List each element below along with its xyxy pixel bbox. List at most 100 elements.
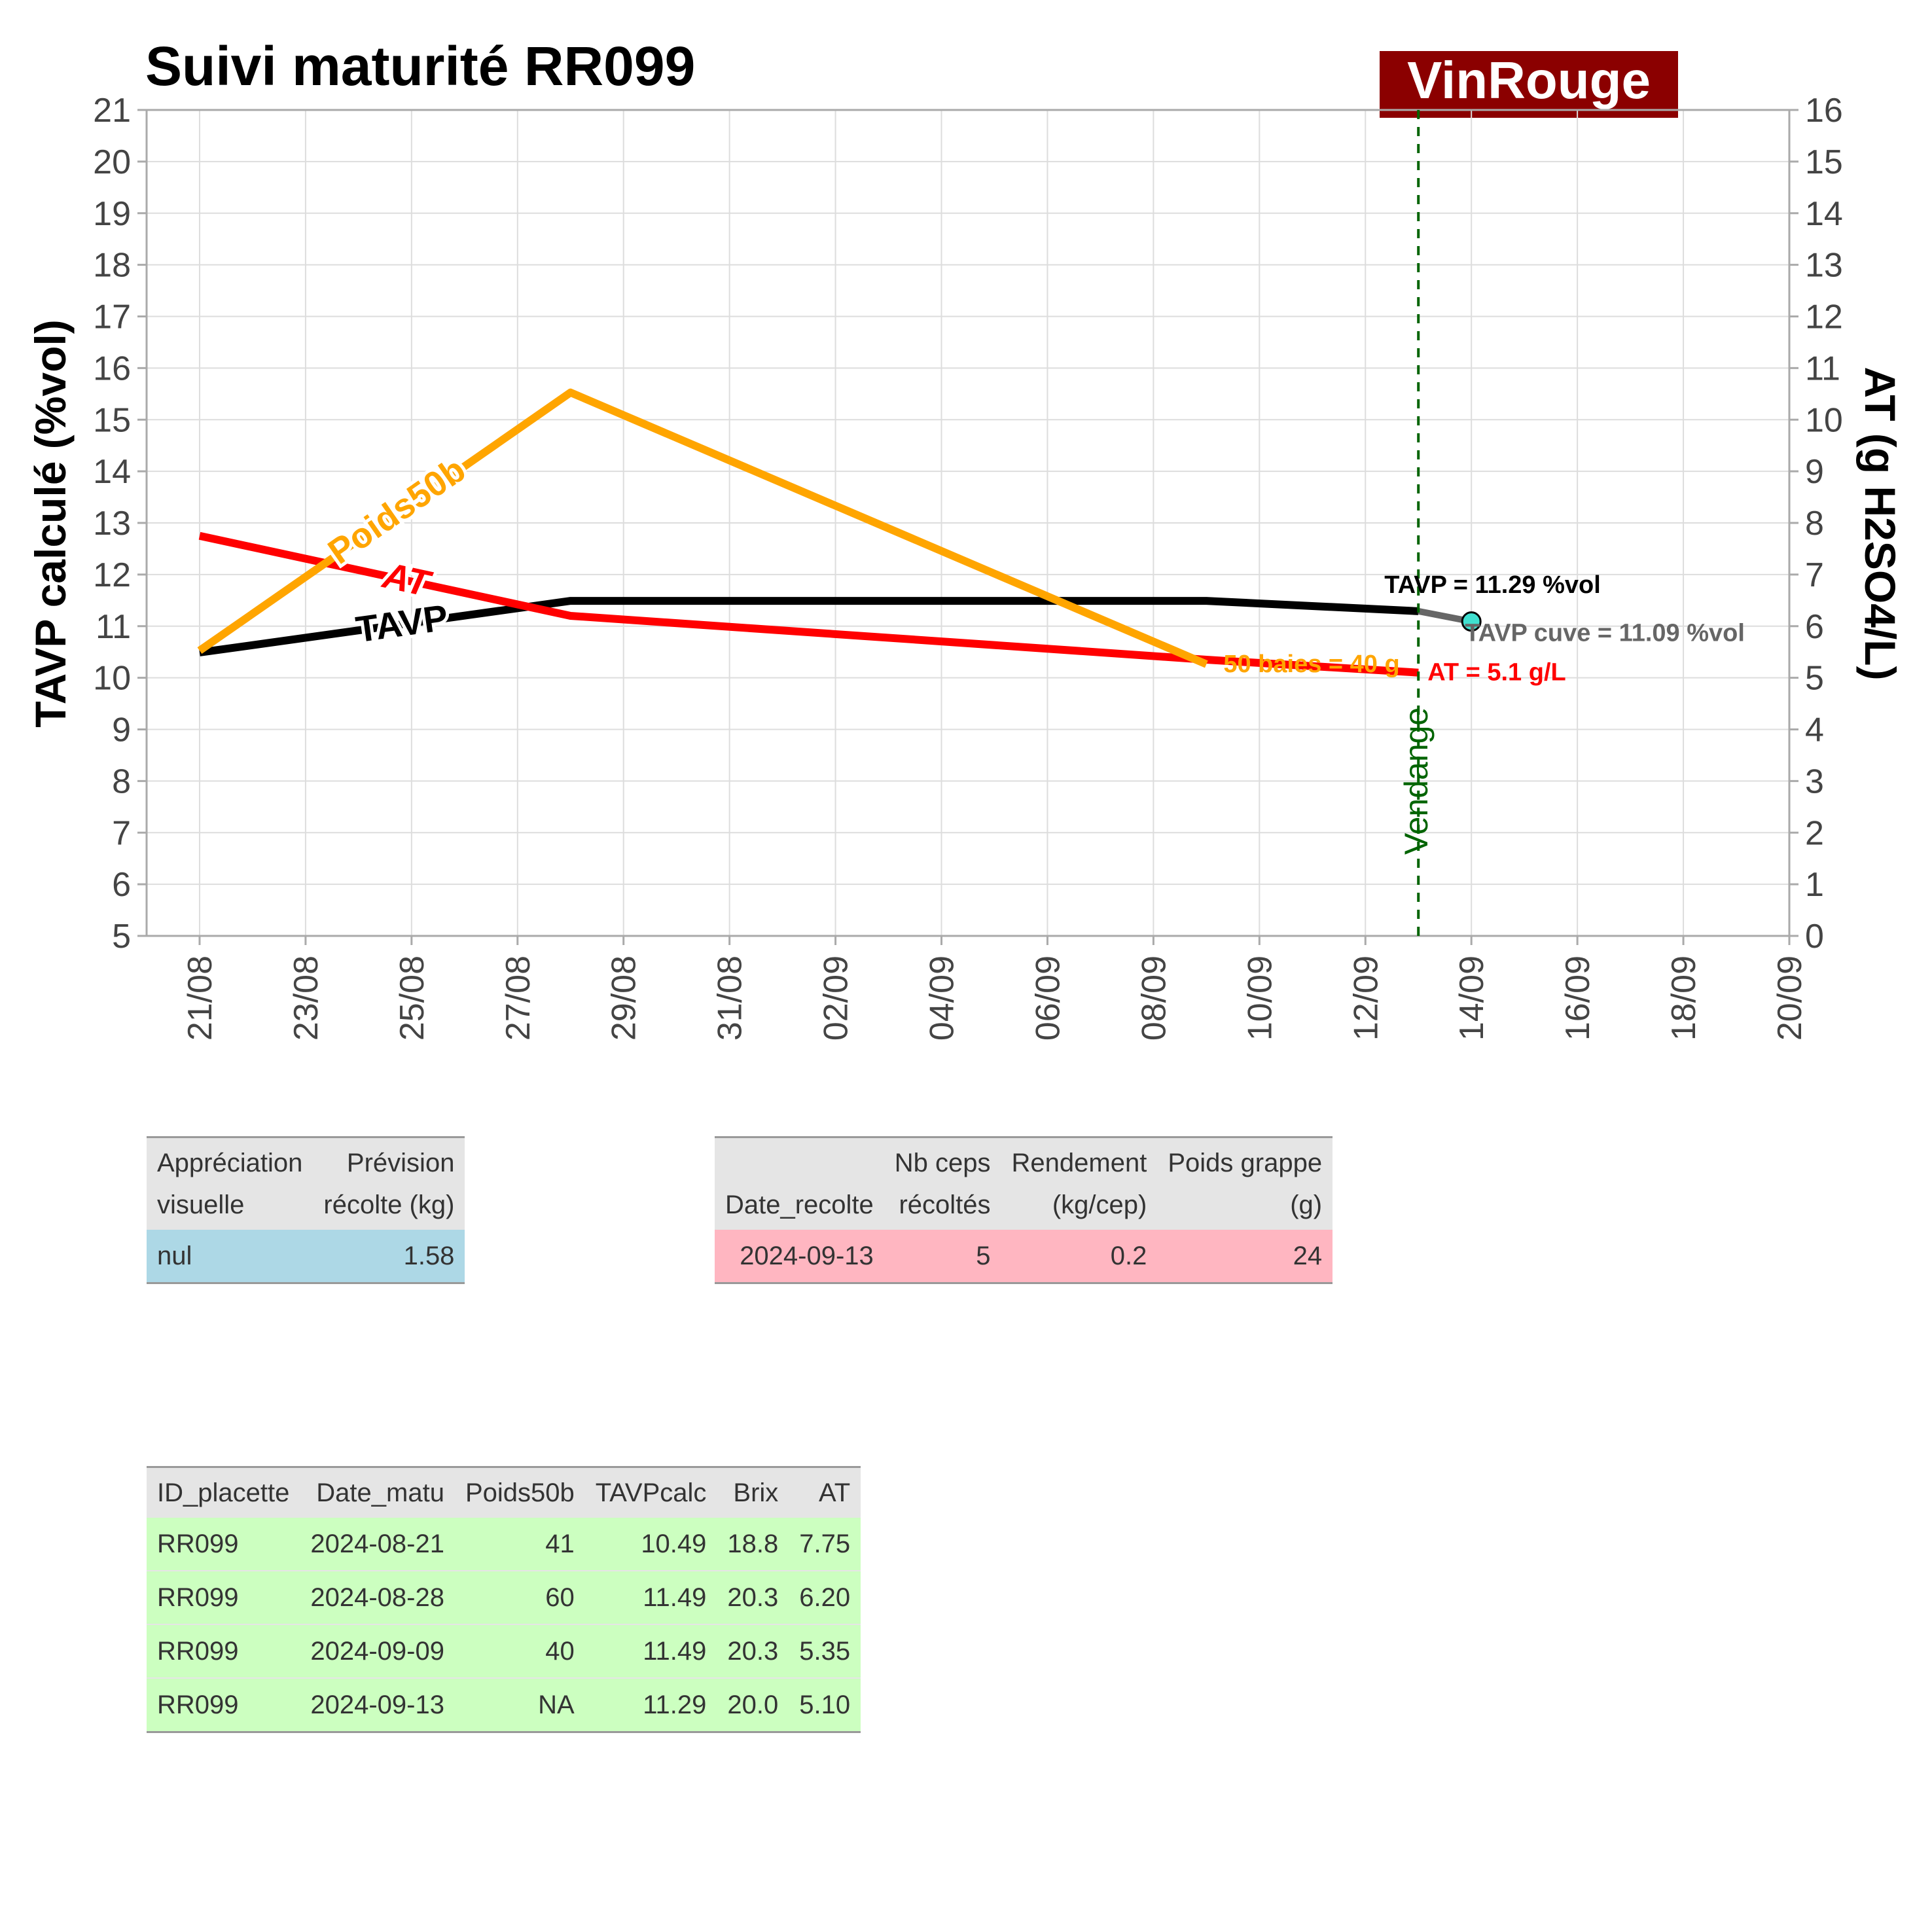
left-tick-label: 5 (112, 918, 131, 956)
cell-brix: 20.3 (727, 1636, 779, 1666)
ylabel-right: AT (g H2SO4/L) (1856, 367, 1905, 680)
series-label-at: AT (378, 554, 437, 605)
left-tick-label: 20 (93, 143, 131, 181)
header-poids50b: Poids50b (454, 1467, 585, 1518)
right-tick-label: 10 (1805, 401, 1843, 439)
left-tick-label: 14 (93, 453, 131, 491)
chart-title: Suivi maturité RR099 (145, 35, 695, 97)
header-rendement: Rendement (kg/cep) (1001, 1137, 1158, 1230)
right-tick-label: 11 (1805, 349, 1840, 387)
series-label-poids50b: Poids50b (321, 450, 473, 571)
series-label-tavp: TAVP (353, 596, 450, 650)
chart-grid (147, 109, 1790, 937)
chart-series (197, 388, 1482, 677)
cell-appreciation: nul (147, 1230, 313, 1284)
tavp-cuve-point (1461, 611, 1482, 632)
left-tick-label: 19 (93, 195, 131, 233)
left-tick-label: 11 (96, 608, 131, 646)
vendange-label: Vendange (1398, 707, 1435, 855)
right-tick-label: 2 (1805, 814, 1824, 852)
header-line: Prévision (346, 1149, 455, 1177)
x-tick-label: 04/09 (923, 956, 961, 1041)
recolte-table: Date_recolte Nb ceps récoltés Rendement … (715, 1136, 1333, 1284)
header-date-matu: Date_matu (300, 1467, 455, 1518)
left-tick-label: 7 (112, 814, 131, 852)
x-tick-label: 10/09 (1241, 956, 1279, 1041)
maturity-header-row: ID_placette Date_matu Poids50b TAVPcalc … (147, 1467, 861, 1518)
x-tick-label: 16/09 (1559, 956, 1597, 1041)
left-tick-label: 8 (112, 762, 131, 800)
x-tick-label: 06/09 (1029, 956, 1067, 1041)
x-tick-label: 14/09 (1453, 956, 1491, 1041)
x-tick-label: 29/08 (605, 956, 643, 1041)
cell-rendement: 0.2 (1001, 1230, 1158, 1284)
cell-poids-grappe: 24 (1157, 1230, 1333, 1284)
header-line: récoltés (899, 1190, 991, 1219)
left-tick-label: 12 (93, 556, 131, 594)
annotation-tavp: TAVP = 11.29 %vol (1384, 571, 1601, 599)
table-row: 2024-09-13 5 0.2 24 (715, 1230, 1333, 1284)
right-tick-label: 7 (1805, 556, 1824, 594)
series-line-poids50b (197, 388, 1208, 668)
right-tick-label: 15 (1805, 143, 1843, 181)
x-tick-label: 23/08 (287, 956, 325, 1041)
left-tick-label: 9 (112, 711, 131, 749)
left-axis: 5 6 7 8 9 10 11 12 13 14 15 16 17 18 19 20 21 (93, 92, 147, 956)
table-row: RR099 2024-09-09 40 11.49 20.3 5.35 (147, 1624, 861, 1678)
table-row: nul 1.58 (147, 1230, 465, 1284)
series-line-tavp (199, 597, 1419, 656)
header-line: (g) (1290, 1190, 1323, 1219)
header-line: visuelle (157, 1190, 245, 1219)
cell-poids50b: 60 (545, 1583, 575, 1612)
ylabel-left: TAVP calculé (%vol) (26, 319, 75, 728)
cell-poids50b: 40 (545, 1636, 575, 1666)
header-line: Nb ceps (894, 1149, 991, 1177)
left-tick-label: 6 (112, 866, 131, 904)
left-tick-label: 16 (93, 349, 131, 387)
cell-brix: 20.3 (727, 1583, 779, 1612)
cell-tavpcalc: 11.49 (643, 1636, 707, 1666)
cell-id: RR099 (157, 1583, 239, 1612)
header-at: AT (789, 1467, 861, 1518)
left-tick-label: 15 (93, 401, 131, 439)
right-tick-label: 9 (1805, 453, 1824, 491)
left-tick-label: 10 (93, 660, 131, 698)
annotation-at: AT = 5.1 g/L (1427, 659, 1566, 687)
right-tick-label: 3 (1805, 762, 1824, 800)
right-tick-label: 14 (1805, 195, 1843, 233)
annotation-tavp-cuve: TAVP cuve = 11.09 %vol (1465, 620, 1745, 647)
series-line-at (198, 531, 1419, 677)
header-line: Rendement (1011, 1149, 1147, 1177)
table-row: RR099 2024-09-13 NA 11.29 20.0 5.10 (147, 1678, 861, 1733)
header-line: récolte (kg) (323, 1190, 455, 1219)
cell-prevision: 1.58 (313, 1230, 465, 1284)
cell-at: 5.35 (799, 1636, 851, 1666)
x-tick-label: 20/09 (1771, 956, 1809, 1041)
cell-at: 7.75 (799, 1529, 851, 1558)
annotation-poids: 50 baies = 40 g (1223, 651, 1399, 678)
x-tick-label: 27/08 (499, 956, 537, 1041)
cell-at: 6.20 (799, 1583, 851, 1612)
cell-date: 2024-09-09 (310, 1636, 444, 1666)
cell-date: 2024-09-13 (300, 1678, 455, 1733)
header-id-placette: ID_placette (147, 1467, 300, 1518)
right-tick-label: 5 (1805, 660, 1824, 698)
right-tick-label: 16 (1805, 92, 1843, 130)
left-tick-label: 13 (93, 505, 131, 543)
header-line (725, 1142, 874, 1184)
cell-date: 2024-08-21 (310, 1529, 444, 1558)
x-axis: 21/08 23/08 25/08 27/08 29/08 31/08 02/09 04/09… (181, 936, 1809, 1041)
brand-badge (1380, 51, 1678, 118)
header-prevision: Prévision récolte (kg) (313, 1137, 465, 1230)
header-date-recolte: Date_recolte (715, 1137, 884, 1230)
right-tick-label: 8 (1805, 505, 1824, 543)
cell-tavpcalc: 11.49 (643, 1583, 707, 1612)
header-line: (kg/cep) (1052, 1190, 1147, 1219)
maturity-chart: Suivi maturité RR099 VinRouge 5678910111… (26, 35, 1905, 1041)
cell-nb-ceps: 5 (884, 1230, 1001, 1284)
x-tick-label: 08/09 (1135, 956, 1173, 1041)
x-tick-label: 12/09 (1347, 956, 1385, 1041)
x-tick-label: 21/08 (181, 956, 219, 1041)
right-tick-label: 13 (1805, 247, 1843, 285)
